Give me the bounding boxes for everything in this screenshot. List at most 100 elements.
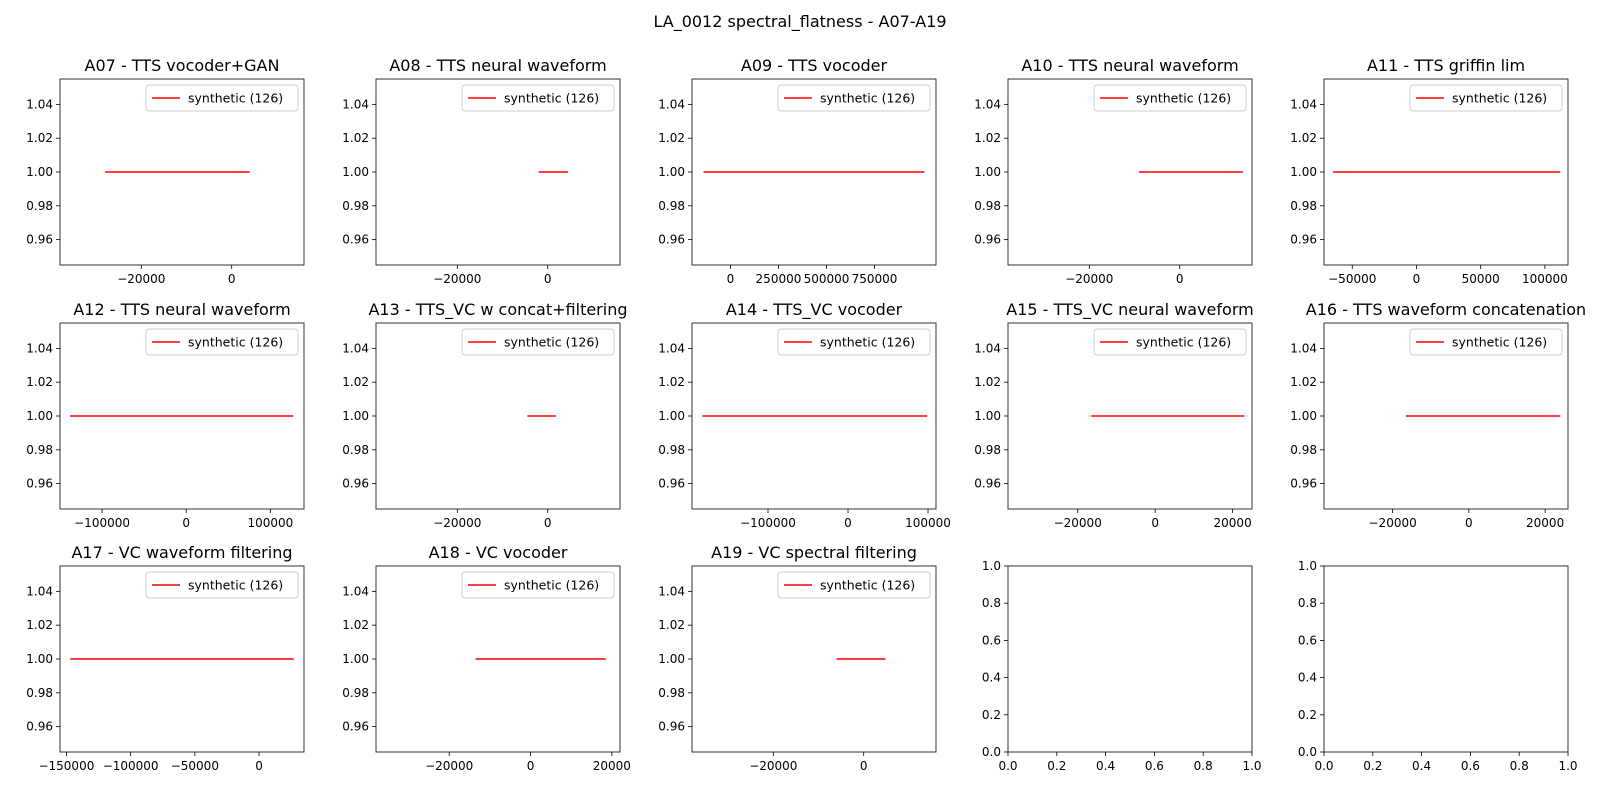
x-tick-label: −20000: [749, 759, 797, 773]
y-tick-label: 0.98: [658, 199, 685, 213]
y-tick-label: 1.00: [658, 409, 685, 423]
x-tick-label: 100000: [905, 516, 951, 530]
y-tick-label: 1.00: [26, 165, 53, 179]
y-tick-label: 0.0: [982, 745, 1001, 759]
y-tick-label: 1.0: [1298, 559, 1317, 573]
y-tick-label: 1.02: [342, 618, 369, 632]
subplot-title: A11 - TTS griffin lim: [1367, 56, 1525, 75]
legend-label: synthetic (126): [504, 335, 599, 350]
y-tick-label: 0.96: [658, 233, 685, 247]
legend-box: [1093, 84, 1247, 112]
legend-box: [145, 328, 299, 356]
legend-label: synthetic (126): [188, 578, 283, 593]
legend-box: [145, 571, 299, 599]
y-tick-label: 1.00: [658, 652, 685, 666]
x-tick-label: 0: [844, 516, 852, 530]
y-tick-label: 1.00: [1290, 409, 1317, 423]
legend-label: synthetic (126): [1136, 91, 1231, 106]
subplot-13: A19 - VC spectral filtering −20000 0 0.96 0.…: [658, 543, 937, 773]
x-tick-label: 20000: [1526, 516, 1564, 530]
y-tick-label: 0.96: [26, 720, 53, 734]
y-tick-label: 1.0: [982, 559, 1001, 573]
x-tick-label: 0.2: [1363, 759, 1382, 773]
x-tick-label: 20000: [1214, 516, 1252, 530]
y-tick-label: 0.98: [974, 199, 1001, 213]
x-tick-label: 100000: [247, 516, 293, 530]
y-tick-label: 1.02: [342, 375, 369, 389]
x-tick-label: 0.6: [1461, 759, 1480, 773]
legend-box: [777, 571, 931, 599]
y-tick-label: 1.02: [1290, 131, 1317, 145]
x-tick-label: 0: [544, 272, 552, 286]
x-tick-label: 1.0: [1242, 759, 1261, 773]
subplot-title: A14 - TTS_VC vocoder: [726, 300, 903, 320]
x-tick-label: −100000: [103, 759, 159, 773]
y-tick-label: 1.00: [658, 165, 685, 179]
y-tick-label: 1.00: [342, 165, 369, 179]
subplot-4: A10 - TTS neural waveform −20000 0 0.96 0.98…: [974, 56, 1253, 286]
x-tick-label: 0.2: [1047, 759, 1066, 773]
y-tick-label: 0.96: [1290, 233, 1317, 247]
subplot-title: A19 - VC spectral filtering: [711, 543, 917, 562]
x-tick-label: −20000: [433, 516, 481, 530]
y-tick-label: 0.96: [342, 477, 369, 491]
y-tick-label: 1.04: [658, 341, 685, 355]
legend-box: [461, 328, 615, 356]
subplot-title: A10 - TTS neural waveform: [1021, 56, 1238, 75]
subplot-14: 0.0 0.2 0.4 0.6 0.8 1.0 0.0 0.2 0.4 0.6 0.8 1.0: [982, 559, 1262, 773]
legend-box: [777, 84, 931, 112]
x-tick-label: −20000: [117, 272, 165, 286]
legend-label: synthetic (126): [820, 91, 915, 106]
subplot-title: A07 - TTS vocoder+GAN: [85, 56, 280, 75]
x-tick-label: 500000: [804, 272, 850, 286]
x-tick-label: 0: [1465, 516, 1473, 530]
x-tick-label: 250000: [756, 272, 802, 286]
y-tick-label: 0.98: [26, 443, 53, 457]
y-tick-label: 1.02: [974, 375, 1001, 389]
x-tick-label: 750000: [852, 272, 898, 286]
legend-label: synthetic (126): [188, 91, 283, 106]
x-tick-label: 0: [544, 516, 552, 530]
axes-frame: [1323, 565, 1569, 753]
y-tick-label: 1.02: [658, 618, 685, 632]
y-tick-label: 0.98: [658, 443, 685, 457]
y-tick-label: 1.00: [1290, 165, 1317, 179]
x-tick-label: 0.8: [1510, 759, 1529, 773]
y-tick-label: 1.02: [26, 131, 53, 145]
subplot-title: A09 - TTS vocoder: [741, 56, 888, 75]
y-tick-label: 1.04: [26, 584, 53, 598]
x-tick-label: 0: [228, 272, 236, 286]
subplot-9: A15 - TTS_VC neural waveform −20000 0 20000…: [974, 300, 1253, 530]
y-tick-label: 0.96: [26, 477, 53, 491]
legend-label: synthetic (126): [504, 91, 599, 106]
legend-label: synthetic (126): [504, 578, 599, 593]
x-tick-label: 0: [1413, 272, 1421, 286]
axes-frame: [1007, 565, 1253, 753]
y-tick-label: 1.00: [26, 409, 53, 423]
y-tick-label: 1.04: [974, 341, 1001, 355]
y-tick-label: 0.0: [1298, 745, 1317, 759]
x-tick-label: −50000: [171, 759, 219, 773]
x-tick-label: −100000: [74, 516, 130, 530]
subplot-2: A08 - TTS neural waveform −20000 0 0.96 0.98…: [342, 56, 621, 286]
x-tick-label: 20000: [593, 759, 631, 773]
y-tick-label: 1.00: [342, 409, 369, 423]
y-tick-label: 0.6: [1298, 633, 1317, 647]
subplot-5: A11 - TTS griffin lim −50000 0 50000 100000 0…: [1290, 56, 1569, 286]
y-tick-label: 1.04: [974, 97, 1001, 111]
legend-box: [461, 84, 615, 112]
x-tick-label: −20000: [1054, 516, 1102, 530]
x-tick-label: −20000: [433, 272, 481, 286]
y-tick-label: 1.04: [342, 584, 369, 598]
y-tick-label: 0.96: [974, 477, 1001, 491]
figure-title: LA_0012 spectral_flatness - A07-A19: [653, 12, 947, 31]
x-tick-label: 0.0: [998, 759, 1017, 773]
legend-label: synthetic (126): [1452, 335, 1547, 350]
legend-box: [777, 328, 931, 356]
x-tick-label: 0: [1151, 516, 1159, 530]
x-tick-label: 0: [527, 759, 535, 773]
y-tick-label: 0.8: [982, 596, 1001, 610]
y-tick-label: 0.98: [26, 199, 53, 213]
y-tick-label: 0.96: [658, 477, 685, 491]
